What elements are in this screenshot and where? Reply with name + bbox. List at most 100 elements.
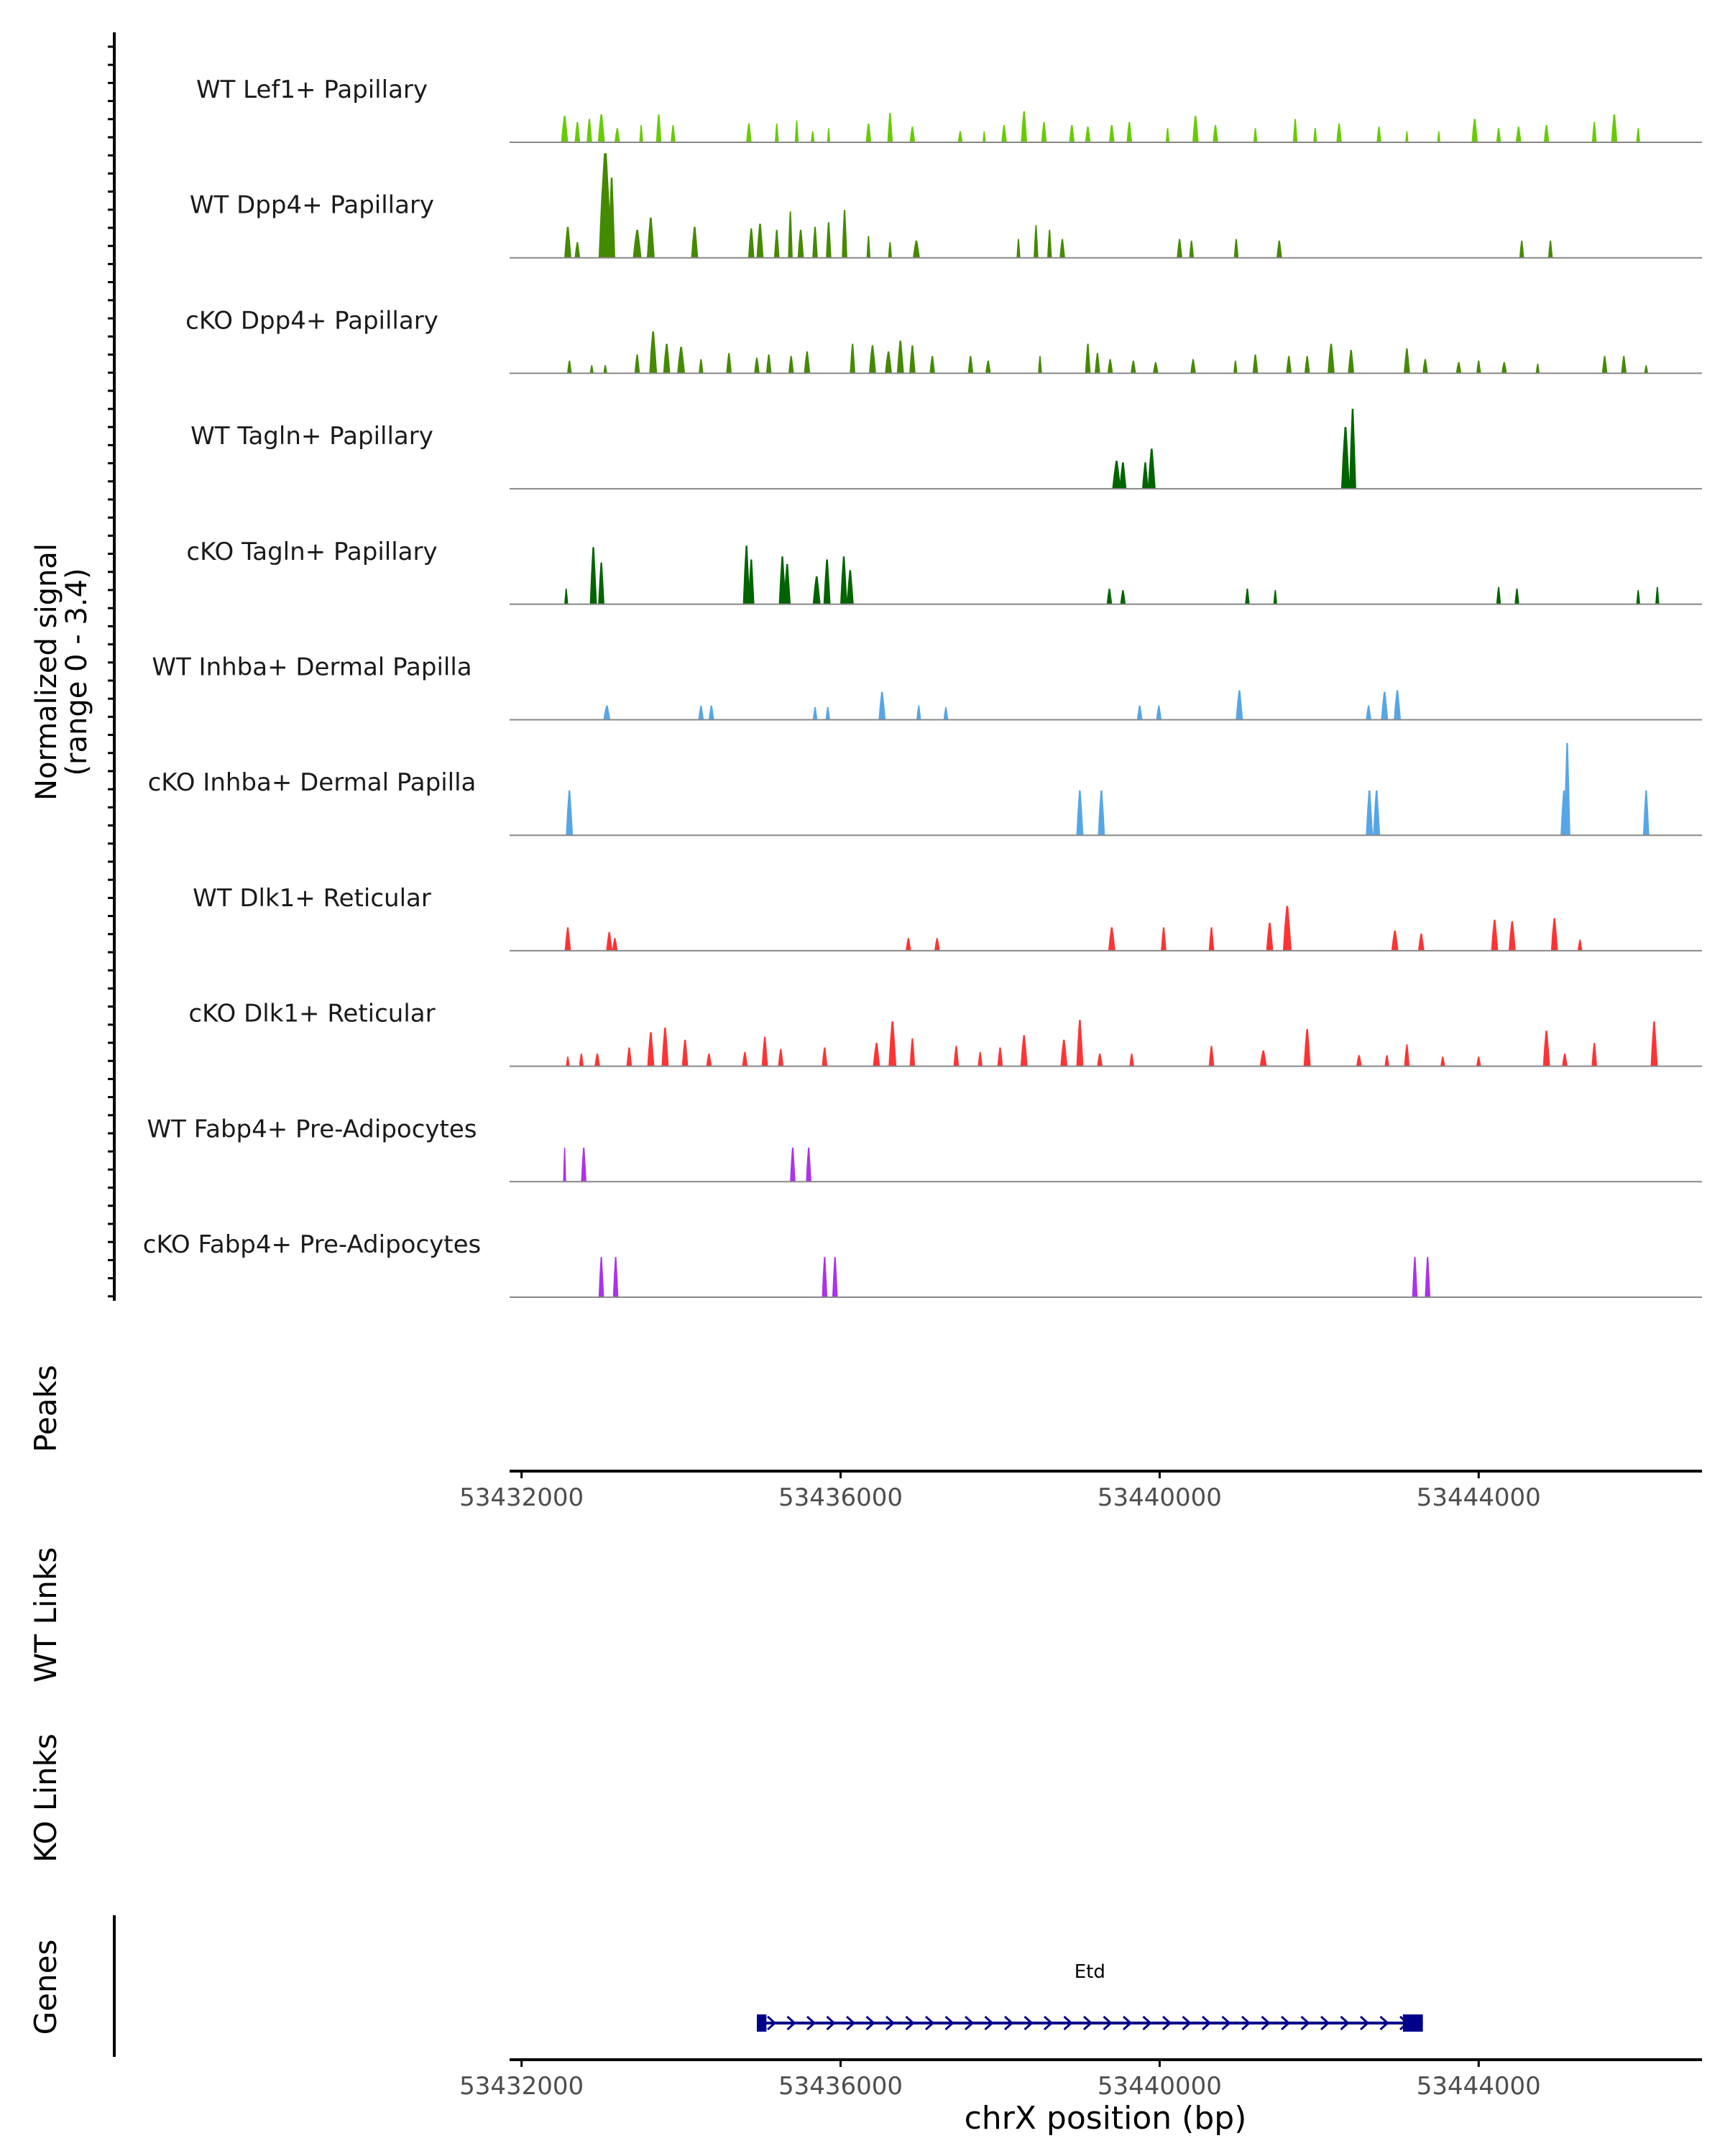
signal-peak xyxy=(1373,790,1381,836)
signal-peak xyxy=(1303,1028,1311,1067)
signal-peak xyxy=(850,344,856,374)
strand-arrow xyxy=(944,2015,954,2031)
x-tick-label: 53440000 xyxy=(1098,2072,1222,2101)
signal-peak xyxy=(1650,1021,1658,1067)
signal-peak xyxy=(1550,918,1558,952)
signal-peak xyxy=(1282,906,1292,952)
signal-peak xyxy=(1266,923,1274,952)
signal-peak xyxy=(985,360,991,374)
signal-peak xyxy=(1636,128,1640,143)
strand-arrow xyxy=(846,2015,856,2031)
track-label: cKO Dpp4+ Papillary xyxy=(185,306,438,335)
genes-x-ticks: 53432000 53436000 53440000 53444000 xyxy=(459,2060,1541,2101)
gene-track: Etd xyxy=(757,1961,1423,2032)
signal-peak xyxy=(1564,742,1570,836)
signal-peak xyxy=(1236,690,1243,720)
x-tick-label: 53444000 xyxy=(1417,1483,1541,1512)
strand-arrow xyxy=(786,2015,796,2031)
signal-peak xyxy=(561,116,569,143)
signal-peak xyxy=(909,126,916,143)
strand-arrow xyxy=(1340,2015,1350,2031)
signal-peak xyxy=(1259,1050,1267,1067)
signal-peak xyxy=(916,705,921,720)
signal-peak xyxy=(934,938,940,952)
signal-peak xyxy=(579,1054,584,1067)
gene-exon xyxy=(757,2014,767,2032)
track-label: cKO Fabp4+ Pre-Adipocytes xyxy=(143,1230,482,1259)
signal-peak xyxy=(1136,705,1143,720)
strand-arrow xyxy=(826,2015,836,2031)
signal-peak xyxy=(681,1039,689,1067)
track-label: WT Lef1+ Papillary xyxy=(196,75,428,104)
strand-arrow xyxy=(886,2015,896,2031)
signal-peak xyxy=(586,119,592,143)
signal-peak xyxy=(788,356,794,374)
signal-peak xyxy=(1542,1031,1550,1067)
signal-peak xyxy=(790,1147,796,1182)
signal-peak xyxy=(866,236,871,259)
signal-peak xyxy=(612,938,618,952)
signal-peak xyxy=(1286,356,1292,374)
signal-peak xyxy=(1177,239,1183,259)
signal-peak xyxy=(1165,128,1170,143)
strand-arrow xyxy=(1024,2015,1034,2031)
signal-peak xyxy=(778,1049,784,1067)
signal-peak xyxy=(1106,589,1113,605)
signal-peak xyxy=(1097,1054,1103,1067)
strand-arrow xyxy=(1063,2015,1073,2031)
signal-peak xyxy=(1094,353,1100,374)
signal-peak xyxy=(1252,354,1259,374)
signal-peak xyxy=(1041,121,1047,143)
signal-peak xyxy=(1547,240,1553,259)
signal-peak xyxy=(649,331,658,374)
signal-peak xyxy=(825,706,831,720)
strand-arrow xyxy=(1320,2015,1330,2031)
signal-peak xyxy=(708,705,714,720)
gene-name-label: Etd xyxy=(1075,1961,1105,1983)
x-tick-label: 53432000 xyxy=(459,2072,584,2101)
signal-peak xyxy=(698,705,704,720)
signal-peak xyxy=(647,1032,655,1067)
signal-peak xyxy=(1403,348,1410,374)
signal-peak xyxy=(574,121,581,143)
track-label: WT Inhba+ Dermal Papilla xyxy=(152,653,472,682)
signal-peak xyxy=(1501,362,1507,374)
signal-peak xyxy=(978,1051,983,1067)
signal-peak xyxy=(677,346,686,374)
strand-arrow xyxy=(1281,2015,1291,2031)
signal-peak xyxy=(748,559,755,605)
signal-peak xyxy=(563,1147,566,1182)
signal-peak xyxy=(1394,690,1402,720)
strand-arrow xyxy=(767,2015,777,2031)
signal-peak xyxy=(1098,790,1105,836)
strand-arrow xyxy=(1379,2015,1389,2031)
signal-peak xyxy=(929,356,936,374)
signal-peak xyxy=(912,240,920,259)
signal-peak xyxy=(564,589,569,605)
signal-peak xyxy=(1129,1054,1134,1067)
signal-peak xyxy=(1085,344,1091,374)
coverage-tracks: WT Lef1+ Papillary WT Dpp4+ Papillary cKO … xyxy=(143,75,1702,1298)
signal-peak xyxy=(1208,927,1215,952)
signal-peak xyxy=(1292,119,1298,143)
peaks-section-label: Peaks xyxy=(28,1365,63,1452)
x-tick-label: 53432000 xyxy=(459,1483,584,1512)
signal-peak xyxy=(634,354,640,374)
strand-arrow xyxy=(1123,2015,1133,2031)
signal-peak xyxy=(1535,364,1540,374)
signal-peak xyxy=(1060,1039,1068,1067)
signal-peak xyxy=(997,1047,1003,1067)
signal-peak xyxy=(765,354,772,374)
track-4: WT Tagln+ Papillary xyxy=(190,408,1702,490)
signal-peak xyxy=(1340,427,1351,489)
signal-peak xyxy=(1476,360,1481,374)
strand-arrow xyxy=(1083,2015,1093,2031)
strand-arrow xyxy=(965,2015,975,2031)
strand-arrow xyxy=(905,2015,915,2031)
signal-peak xyxy=(1405,131,1409,143)
signal-peak xyxy=(823,559,831,605)
signal-peak xyxy=(1161,927,1167,952)
signal-peak xyxy=(603,705,611,720)
signal-peak xyxy=(1543,125,1550,143)
signal-peak xyxy=(846,570,854,605)
